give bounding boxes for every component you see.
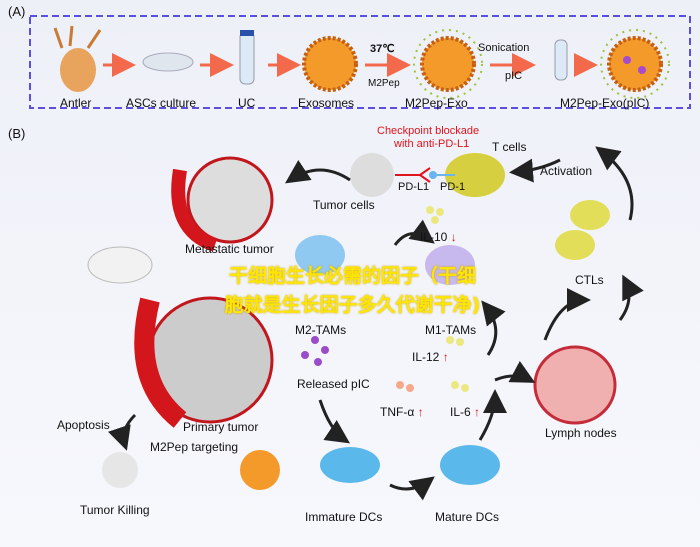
exosome-icon	[302, 36, 358, 92]
down-arrow-icon: ↓	[450, 230, 457, 244]
step-m2pep-exo: M2Pep-Exo	[405, 96, 468, 110]
metastatic-tumor-label: Metastatic tumor	[185, 242, 274, 256]
eppendorf-icon	[554, 39, 568, 81]
il12-text: IL-12	[412, 350, 440, 364]
apoptosis-label: Apoptosis	[57, 418, 110, 432]
tumor-killing-label: Tumor Killing	[80, 503, 150, 517]
lymph-node-graphic	[533, 345, 617, 425]
cytokine-particles	[426, 206, 469, 392]
sonication-label: Sonication	[478, 42, 530, 54]
m2-tams-label: M2-TAMs	[295, 323, 347, 337]
primary-tumor-label: Primary tumor	[183, 420, 259, 434]
il6-text: IL-6	[450, 405, 471, 419]
petri-dish-icon	[142, 52, 194, 72]
primary-tumor-graphic	[134, 296, 274, 428]
il10-text: IL-10	[420, 230, 448, 244]
temperature-label: 37℃	[370, 43, 395, 55]
step-uc: UC	[238, 96, 256, 110]
il10-label: IL-10 ↓	[420, 230, 457, 244]
watermark-line1: 干细胞生长必需的因子（干细	[228, 265, 476, 287]
pd1-blockade	[395, 167, 431, 183]
deer-icon	[53, 25, 102, 92]
immature-dc-icon	[320, 447, 380, 483]
tumor-killing-icon	[102, 452, 138, 488]
tnf-label: TNF-α ↑	[380, 405, 424, 419]
lymph-nodes-label: Lymph nodes	[545, 426, 617, 440]
checkpoint-line1: Checkpoint blockade	[377, 125, 480, 137]
mature-dcs-label: Mature DCs	[435, 510, 500, 524]
il12-label: IL-12 ↑	[412, 350, 449, 364]
step-exosomes: Exosomes	[298, 96, 355, 110]
tnf-text: TNF-α	[380, 405, 415, 419]
up-arrow-icon: ↑	[442, 350, 449, 364]
mouse-icon	[87, 246, 153, 284]
tumor-cells-label: Tumor cells	[313, 198, 375, 212]
m2pep-exo-icon	[413, 29, 483, 99]
ctls-label: CTLs	[575, 273, 604, 287]
step-m2pep-exo-pic: M2Pep-Exo(pIC)	[560, 96, 650, 110]
m1-tam-icon	[425, 245, 475, 285]
step-ascs-culture: ASCs culture	[126, 96, 197, 110]
watermark-line2: 胞就是生长因子多久代谢干净)	[224, 294, 481, 316]
m2pep-exo-pic-icon	[600, 29, 670, 99]
tumor-cell-icon	[350, 153, 394, 197]
t-cells-label: T cells	[492, 140, 527, 154]
pd-l1-label: PD-L1	[398, 181, 430, 193]
t-cell-icon	[445, 153, 505, 197]
il6-label: IL-6 ↑	[450, 405, 480, 419]
m2-tam-icon	[295, 235, 345, 275]
panel-a-frame	[29, 15, 691, 109]
released-pic-label: Released pIC	[297, 377, 370, 391]
pd-1-label: PD-1	[440, 181, 466, 193]
mature-dc-icon	[440, 445, 500, 485]
step-antler: Antler	[60, 96, 92, 110]
up-arrow-icon: ↑	[417, 405, 424, 419]
m2pep-label: M2Pep	[368, 78, 400, 89]
pic-particles	[301, 336, 329, 366]
m2pep-targeting-label: M2Pep targeting	[150, 440, 239, 454]
targeting-exo-icon	[240, 450, 280, 490]
pic-label: pIC	[505, 70, 523, 82]
checkpoint-line2: with anti-PD-L1	[394, 138, 470, 150]
tnf-particles	[396, 381, 414, 392]
panel-b-label: (B)	[8, 126, 26, 141]
ctl-icon	[570, 200, 610, 230]
metastatic-tumor-graphic	[171, 156, 274, 252]
flow-arrows	[107, 146, 644, 501]
activation-label: Activation	[540, 164, 593, 178]
panel-a-label: (A)	[8, 4, 26, 19]
tube-icon	[239, 30, 255, 85]
immature-dcs-label: Immature DCs	[305, 510, 383, 524]
up-arrow-icon: ↑	[474, 405, 481, 419]
m1-tams-label: M1-TAMs	[425, 323, 477, 337]
